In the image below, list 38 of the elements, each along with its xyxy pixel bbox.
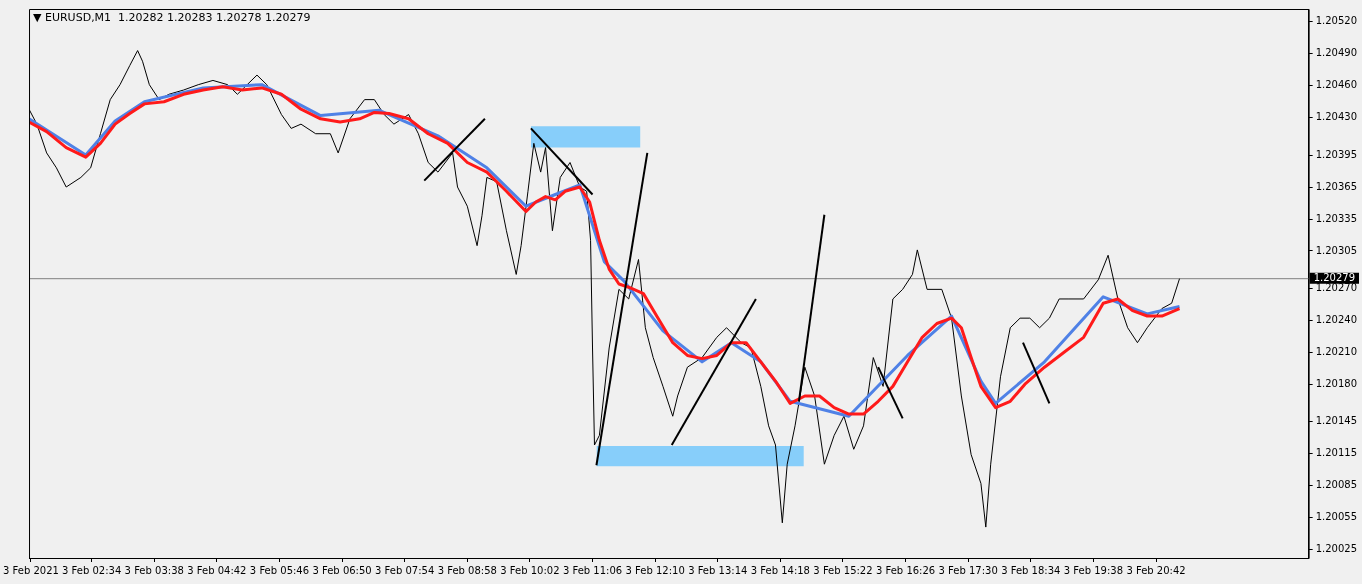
x-tick-label: 3 Feb 16:26 <box>875 564 936 576</box>
x-tick-label: 3 Feb 06:50 <box>312 564 372 576</box>
x-tick-label: 3 Feb 14:18 <box>750 564 810 576</box>
x-tick-label: 3 Feb 08:58 <box>437 564 497 576</box>
chart-title: ▼ EURUSD,M1 1.20282 1.20283 1.20278 1.20279 <box>33 11 311 25</box>
y-tick-label: 1.20430 <box>1315 111 1358 123</box>
x-tick-label: 3 Feb 02:34 <box>62 564 122 576</box>
x-tick-label: 3 Feb 17:30 <box>938 564 998 576</box>
x-tick-label: 3 Feb 20:42 <box>1126 564 1186 576</box>
y-tick-label: 1.20025 <box>1315 543 1358 555</box>
y-tick-label: 1.20520 <box>1315 15 1358 27</box>
y-tick-label: 1.20395 <box>1315 148 1358 160</box>
x-tick-label: 3 Feb 07:54 <box>375 564 435 576</box>
x-tick-label: 3 Feb 15:22 <box>813 564 873 576</box>
y-tick-label: 1.20365 <box>1315 180 1358 192</box>
y-tick-label: 1.20240 <box>1315 313 1358 325</box>
y-tick-label: 1.20145 <box>1315 415 1358 427</box>
x-tick-label: 3 Feb 03:38 <box>124 564 184 576</box>
x-tick-label: 3 Feb 12:10 <box>625 564 685 576</box>
x-tick-label: 3 Feb 11:06 <box>562 564 623 576</box>
x-tick-label: 3 Feb 05:46 <box>249 564 310 576</box>
x-tick-label: 3 Feb 04:42 <box>187 564 247 576</box>
x-tick-label: 3 Feb 13:14 <box>688 564 748 576</box>
x-tick-label: 3 Feb 18:34 <box>1001 564 1061 576</box>
y-tick-label: 1.20085 <box>1315 479 1358 491</box>
x-tick-label: 3 Feb 10:02 <box>500 564 560 576</box>
y-tick-label: 1.20180 <box>1315 377 1358 389</box>
x-tick-label: 3 Feb 2021 <box>3 564 59 576</box>
y-tick-label: 1.20305 <box>1315 244 1358 256</box>
y-tick-label: 1.20335 <box>1315 212 1358 224</box>
y-tick-label: 1.20115 <box>1315 447 1358 459</box>
ref-line-label: 1.20279 <box>1313 272 1356 284</box>
y-tick-label: 1.20055 <box>1315 511 1358 523</box>
y-tick-label: 1.20270 <box>1315 281 1358 293</box>
y-tick-label: 1.20210 <box>1315 345 1358 357</box>
x-tick-label: 3 Feb 19:38 <box>1063 564 1124 576</box>
y-tick-label: 1.20460 <box>1315 79 1358 91</box>
y-tick-label: 1.20490 <box>1315 47 1358 59</box>
